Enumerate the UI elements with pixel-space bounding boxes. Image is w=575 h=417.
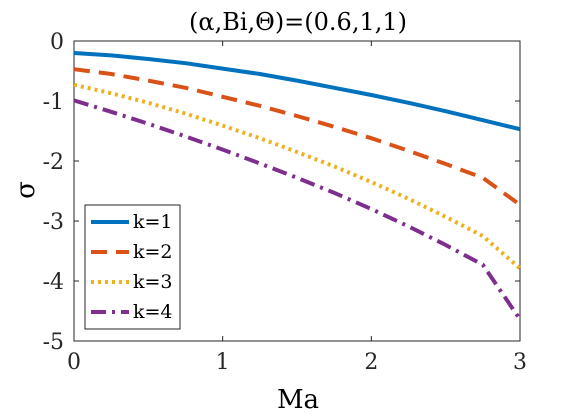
y-tick-label: -2 xyxy=(43,150,64,175)
y-tick-label: -4 xyxy=(43,270,64,295)
x-tick-label: 3 xyxy=(513,350,527,375)
series-line-k=1 xyxy=(73,51,521,132)
y-axis-label: σ xyxy=(11,181,41,199)
axes-box xyxy=(73,40,521,342)
series-line-k=4 xyxy=(73,98,522,321)
x-tick-label: 2 xyxy=(364,350,378,375)
legend-label: k=1 xyxy=(133,211,173,233)
y-tick-label: -5 xyxy=(43,330,64,355)
x-tick-label: 0 xyxy=(67,350,81,375)
legend-label: k=3 xyxy=(133,271,173,293)
y-tick-label: -1 xyxy=(43,90,64,115)
y-tick-label: -3 xyxy=(43,210,64,235)
series-line-k=3 xyxy=(73,82,522,270)
plot-area: 0 1 2 3 0 -1 -2 -3 -4 -5 k=1 k=2 k=3 k=4 xyxy=(43,30,527,375)
x-tick-label: 1 xyxy=(216,350,230,375)
legend-label: k=2 xyxy=(133,241,173,263)
y-tick-label: 0 xyxy=(50,30,64,55)
series-line-k=2 xyxy=(73,67,522,207)
x-axis-label: Ma xyxy=(277,385,319,415)
chart-title: (α,Bi,Θ)=(0.6,1,1) xyxy=(189,8,407,36)
legend-label: k=4 xyxy=(133,301,173,323)
legend-box xyxy=(84,204,181,330)
